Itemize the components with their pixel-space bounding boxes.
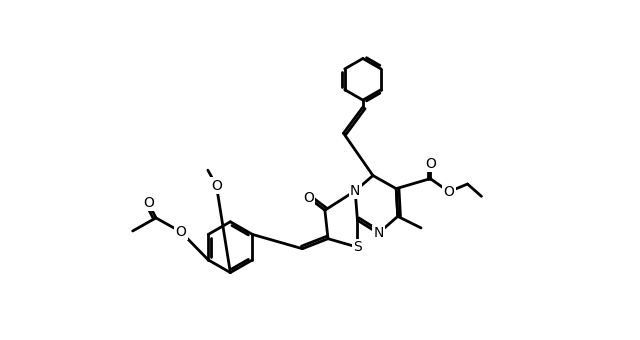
Text: N: N	[350, 184, 360, 198]
Text: O: O	[175, 225, 186, 239]
Text: N: N	[373, 226, 383, 240]
Text: O: O	[143, 195, 154, 209]
Text: S: S	[353, 240, 362, 254]
Text: O: O	[425, 157, 436, 171]
Text: O: O	[444, 185, 454, 199]
Text: O: O	[211, 178, 222, 192]
Text: O: O	[303, 191, 314, 205]
